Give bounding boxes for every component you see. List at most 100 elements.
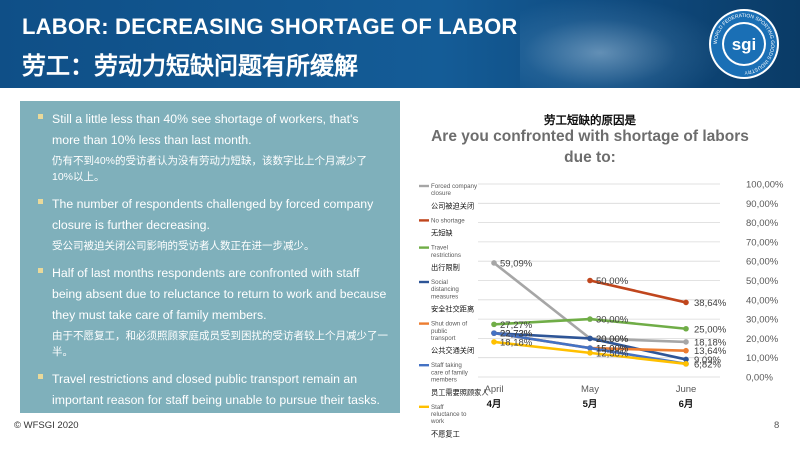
bullet-text-en: The number of respondents challenged by … [52,197,374,232]
x-tick-label-zh: 4月 [487,399,502,410]
data-label: 50,00% [596,276,629,287]
footer-copyright: © WFSGI 2020 [14,420,79,431]
legend-label: No shortage [431,217,465,224]
legend-label-zh: 员工需要照顾家人 [431,388,489,397]
summary-panel: Still a little less than 40% see shortag… [20,101,400,427]
chart-title-zh: 劳工短缺的原因是 [544,115,636,127]
legend-item: No shortage 无短缺 [419,217,465,238]
page-number: 8 [774,420,780,431]
data-label: 18,18% [694,337,727,348]
legend-label: Staff reluctance to work [430,404,467,425]
data-point [683,339,689,345]
x-tick-label: May [581,384,599,395]
legend-label-zh: 不愿复工 [431,429,460,438]
legend-label-zh: 出行限制 [431,263,460,272]
legend-label-zh: 无短缺 [431,229,453,238]
legend-label: Staff taking care of family members [431,362,469,383]
data-point [683,325,689,332]
data-label: 38,64% [694,298,727,309]
y-tick-label: 70,00% [746,237,779,248]
data-point [587,335,593,342]
legend-label-zh: 公共交通关闭 [431,346,474,355]
data-label: 30,00% [596,315,629,326]
bullet-text-zh: 由于不愿复工，和必须照顾家庭成员受到困扰的受访者较上个月减少了一半。 [52,330,388,358]
legend-label: Social distancing measures [431,279,459,300]
legend-item: Forced company closure 公司被迫关闭 [419,183,478,210]
data-label: 15,00% [596,344,629,355]
bullet-marker [38,199,43,204]
x-tick-label-zh: 5月 [583,399,598,410]
series-line [588,279,688,304]
legend-label: Travel restrictions [431,245,461,259]
legend-item: Shut down of public transport 公共交通关闭 [419,321,474,355]
bullet-item: Still a little less than 40% see shortag… [38,109,388,185]
y-tick-label: 40,00% [746,295,779,306]
data-label: 59,09% [500,258,533,269]
y-tick-label: 60,00% [746,257,779,268]
legend-item: Staff reluctance to work 不愿复工 [419,404,467,438]
y-tick-label: 30,00% [746,315,779,326]
wfsgi-logo: sgi WORLD FEDERATION SPORTING GOODS INDU… [709,9,779,79]
data-point [683,361,689,367]
data-point [683,347,689,354]
data-label: 15,00% [596,344,629,355]
bullet-text-en: Travel restrictions and closed public tr… [52,372,380,407]
chart-title: Are you confronted with shortage of labo… [431,128,749,166]
data-point [491,330,497,336]
bullet-item: The number of respondents challenged by … [38,194,388,254]
y-tick-label: 10,00% [746,353,779,364]
data-point [683,356,689,363]
legend-label: Shut down of public transport [431,321,467,342]
data-label: 22,73% [500,329,533,340]
y-tick-label: 20,00% [746,334,779,345]
data-point [587,350,593,356]
data-point [491,339,497,345]
data-point [587,345,593,351]
data-point [491,260,497,266]
svg-text:sgi: sgi [732,35,757,54]
data-label: 12,50% [596,348,629,359]
legend-item: Staff taking care of family members 员工需要照顾家… [419,362,489,397]
x-tick-label: April [484,384,503,395]
data-label: 13,64% [694,346,727,357]
header-photo [520,0,720,88]
data-label: 25,00% [694,324,727,335]
bullet-text-zh: 受公司被迫关闭公司影响的受访者人数正在进一步减少。 [52,240,315,252]
data-point [587,316,593,322]
bullet-marker [38,114,43,119]
y-tick-label: 100,00% [746,180,784,191]
bullet-item: Travel restrictions and closed public tr… [38,369,388,429]
page-subtitle: 劳工：劳动力短缺问题有所缓解 [22,53,358,80]
bullet-text-en: Still a little less than 40% see shortag… [52,112,359,147]
bullet-text-zh: 出行限制和公共交通的关闭仍然是工作人员无法复工的重要原因。 [52,415,357,427]
legend-item: Travel restrictions 出行限制 [419,245,461,272]
data-label: 27,27% [500,320,533,331]
data-label: 20,00% [596,334,629,345]
bullet-text-zh: 仍有不到40%的受访者认为没有劳动力短缺，该数字比上个月减少了10%以上。 [52,155,368,183]
legend-item: Social distancing measures 安全社交距离 [419,279,474,314]
data-label: 20,00% [596,334,629,345]
y-tick-label: 50,00% [746,276,779,287]
data-label: 22,73% [500,329,533,340]
page-title: LABOR: DECREASING SHORTAGE OF LABOR [22,14,518,39]
y-tick-label: 80,00% [746,218,779,229]
data-label: 18,18% [500,337,533,348]
bullet-marker [38,268,43,273]
legend-label: Forced company closure [431,183,478,197]
header-banner: LABOR: DECREASING SHORTAGE OF LABOR 劳工：劳… [0,0,800,88]
x-tick-label: June [676,384,697,395]
data-point [491,321,497,328]
bullet-item: Half of last months respondents are conf… [38,263,388,360]
data-label: 6,82% [694,359,721,370]
bullet-marker [38,374,43,379]
x-tick-label-zh: 6月 [679,399,694,410]
legend-label-zh: 安全社交距离 [431,305,474,314]
y-tick-label: 0,00% [746,373,773,384]
bullet-text-en: Half of last months respondents are conf… [52,266,387,322]
y-tick-label: 90,00% [746,199,779,210]
data-point [587,277,593,284]
data-label: 9,09% [694,355,721,366]
data-point [683,299,689,306]
legend-label-zh: 公司被迫关闭 [431,201,474,210]
